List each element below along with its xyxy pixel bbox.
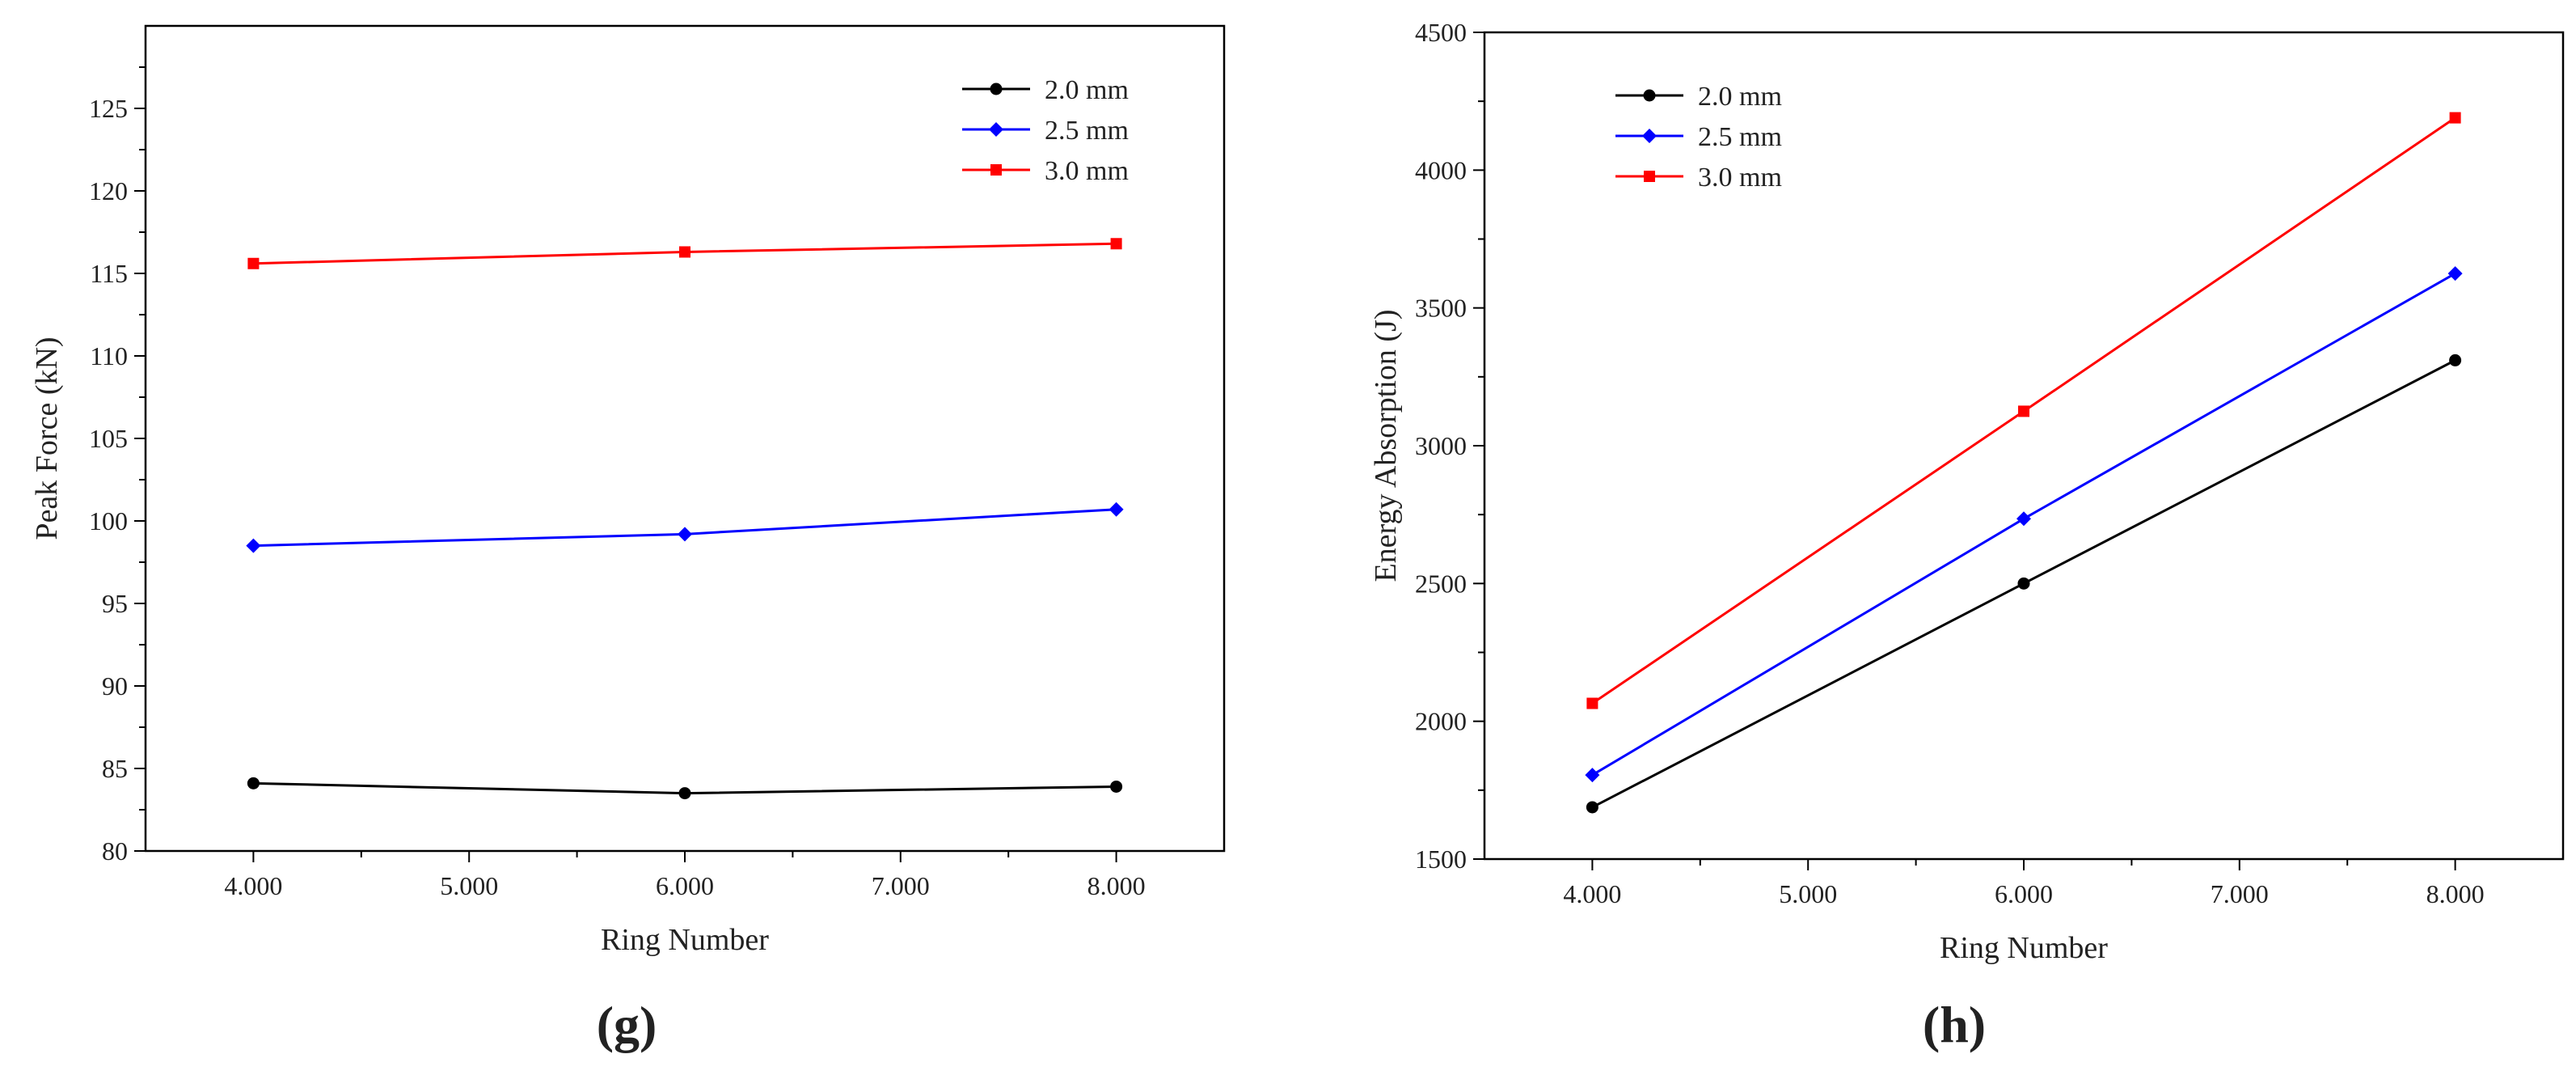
data-point	[1110, 238, 1122, 250]
legend-label: 2.5 mm	[1045, 116, 1129, 146]
chart-panel-g: 4.000 5.000 6.000 7.000 8.000 80 85 90 95 100 105 1…	[30, 24, 1226, 1053]
data-point	[1585, 768, 1600, 783]
x-tick-label: 8.000	[2426, 879, 2485, 908]
plot-frame	[1483, 31, 2565, 861]
data-point	[678, 527, 692, 542]
data-point	[2449, 112, 2461, 124]
data-point	[247, 257, 260, 269]
legend-label: 2.0 mm	[1698, 82, 1782, 112]
legend-label: 3.0 mm	[1045, 156, 1129, 186]
legend-marker	[1644, 171, 1655, 182]
x-tick-label: 8.000	[1087, 871, 1146, 900]
y-tick-label: 3000	[1415, 431, 1467, 460]
x-tick-label: 7.000	[2211, 879, 2269, 908]
panel-label: (g)	[597, 996, 657, 1053]
legend-marker	[989, 122, 1003, 137]
y-tick-label: 85	[102, 754, 128, 783]
y-tick-label: 4000	[1415, 155, 1467, 184]
data-point	[678, 787, 691, 800]
data-point	[2447, 266, 2463, 282]
x-tick-label: 5.000	[440, 871, 498, 900]
data-point	[247, 777, 260, 789]
x-tick-label: 5.000	[1779, 879, 1837, 908]
y-tick-label: 125	[89, 94, 128, 123]
x-tick-label: 6.000	[656, 871, 714, 900]
panel-label: (h)	[1923, 996, 1986, 1053]
y-tick-label: 105	[89, 424, 128, 453]
data-point	[2017, 577, 2030, 590]
data-point	[2016, 511, 2031, 527]
data-point	[679, 246, 690, 258]
y-tick-label: 90	[102, 671, 128, 701]
data-point	[1110, 780, 1123, 793]
x-axis-label: Ring Number	[601, 923, 769, 957]
y-tick-label: 2500	[1415, 569, 1467, 598]
y-tick-label: 1500	[1415, 845, 1467, 874]
legend-label: 3.0 mm	[1698, 163, 1782, 193]
data-point	[2449, 353, 2462, 366]
data-point	[1586, 801, 1598, 814]
y-tick-label: 3500	[1415, 294, 1467, 323]
x-tick-label: 4.000	[1563, 879, 1621, 908]
y-tick-label: 2000	[1415, 707, 1467, 736]
legend-marker	[1643, 89, 1656, 102]
data-point	[1586, 697, 1598, 709]
y-tick-label: 120	[89, 176, 128, 205]
y-tick-label: 80	[102, 836, 128, 866]
x-axis-label: Ring Number	[1940, 931, 2108, 965]
plot-frame	[144, 24, 1226, 853]
x-tick-label: 7.000	[872, 871, 930, 900]
legend-marker	[990, 164, 1002, 176]
x-tick-label: 6.000	[1995, 879, 2053, 908]
y-tick-label: 100	[89, 506, 128, 536]
y-tick-label: 95	[102, 589, 128, 618]
data-point	[1109, 502, 1124, 517]
legend-marker	[990, 83, 1003, 95]
y-axis-label: Peak Force (kN)	[30, 337, 64, 540]
y-tick-label: 115	[90, 259, 128, 288]
y-tick-label: 4500	[1415, 18, 1467, 47]
legend-label: 2.0 mm	[1045, 75, 1129, 105]
y-axis-label: Energy Absorption (J)	[1369, 309, 1403, 582]
y-tick-label: 110	[90, 341, 128, 370]
data-point	[2018, 405, 2029, 417]
legend-label: 2.5 mm	[1698, 122, 1782, 152]
legend-marker	[1642, 129, 1657, 143]
data-point	[246, 538, 261, 553]
x-tick-label: 4.000	[224, 871, 282, 900]
chart-panel-h: 4.000 5.000 6.000 7.000 8.000 1500 2000 2500 300…	[1369, 18, 2565, 1053]
